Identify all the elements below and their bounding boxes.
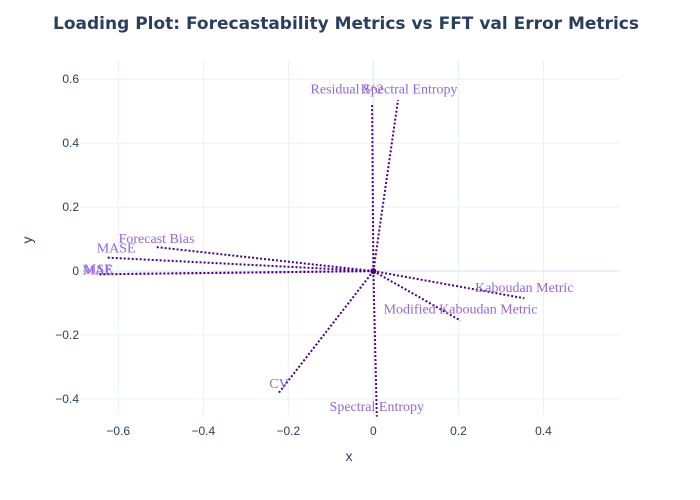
y-axis-title: y — [19, 237, 35, 244]
vector-label-cv: CV — [269, 377, 288, 392]
y-tick-label: −0.4 — [55, 392, 79, 406]
vector-label-kaboudan-metric: Kaboudan Metric — [475, 281, 573, 296]
x-tick-label: −0.6 — [106, 424, 130, 438]
origin-point — [370, 268, 377, 275]
vector-spectral-entropy — [372, 271, 378, 417]
x-tick-label: −0.4 — [191, 424, 215, 438]
x-tick-label: 0 — [370, 424, 377, 438]
vector-label-mae: MAE — [82, 263, 113, 278]
vector-label-spectral-entropy: Spectral Entropy — [330, 400, 424, 415]
x-tick-label: −0.2 — [276, 424, 300, 438]
vector-forecast-bias — [156, 246, 374, 273]
vector-label-modified-kaboudan-metric: Modified Kaboudan Metric — [384, 303, 538, 318]
y-tick-label: 0.4 — [62, 136, 79, 150]
x-tick-label: 0.2 — [450, 424, 467, 438]
vector-label-forecast-bias: Forecast Bias — [119, 232, 195, 247]
x-axis-title: x — [346, 448, 353, 464]
chart-title: Loading Plot: Forecastability Metrics vs… — [53, 14, 639, 34]
vector-mase — [107, 256, 374, 273]
vector-kaboudan-metric — [373, 270, 525, 300]
loading-vectors — [96, 99, 525, 417]
y-tick-label: 0.2 — [62, 200, 79, 214]
y-tick-label: −0.2 — [55, 328, 79, 342]
vector-label-r-2: R^2 — [361, 83, 384, 98]
vector-mae — [99, 270, 374, 276]
grid — [80, 60, 620, 415]
y-tick-label: 0.6 — [62, 72, 79, 86]
vector-label-mase: MASE — [97, 242, 136, 257]
vector-modified-kaboudan-metric — [372, 270, 462, 322]
vector-residual-spectral-entropy — [372, 99, 400, 272]
tick-labels: −0.6 −0.4 −0.2 0 0.2 0.4 −0.4 −0.2 0 0.2 0.4 0.6 — [55, 72, 552, 438]
x-tick-label: 0.4 — [535, 424, 552, 438]
vector-label-residual-spectral-entropy: Residual Spectral Entropy — [311, 83, 458, 98]
vector-label-mse: MSE — [84, 263, 113, 278]
vector-cv — [278, 270, 375, 394]
y-tick-label: 0 — [72, 264, 79, 278]
